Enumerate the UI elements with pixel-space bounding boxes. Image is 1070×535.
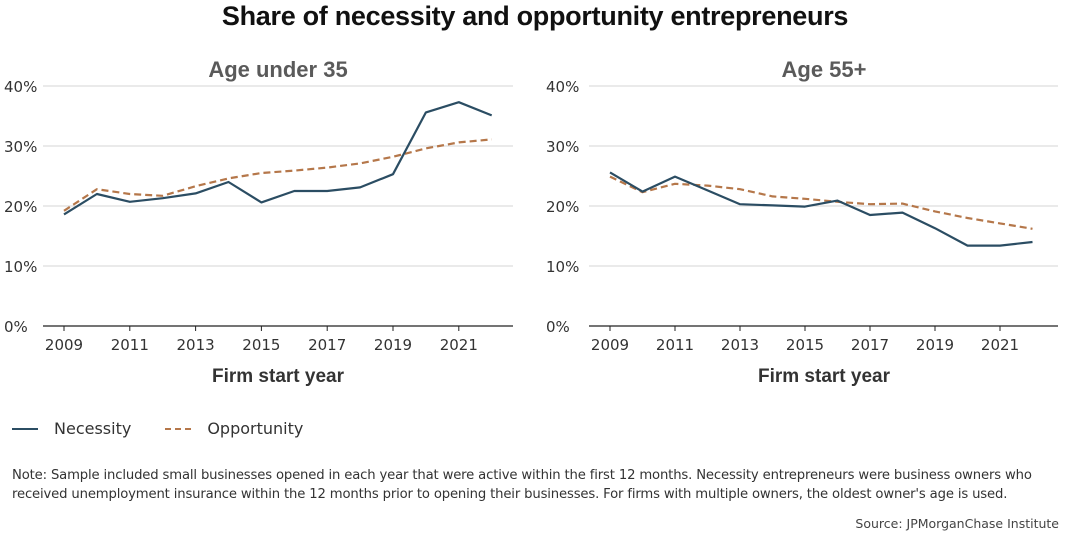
- y-tick-label: 0%: [4, 318, 28, 336]
- x-tick-label: 2011: [656, 336, 694, 354]
- chart-title: Share of necessity and opportunity entre…: [221, 1, 849, 31]
- panel-title: Age 55+: [782, 57, 867, 82]
- x-tick-label: 2019: [374, 336, 412, 354]
- x-tick-label: 2021: [440, 336, 478, 354]
- y-tick-label: 10%: [4, 258, 37, 276]
- panel-title: Age under 35: [208, 57, 347, 82]
- x-axis-label: Firm start year: [212, 366, 345, 387]
- series-line-necessity: [609, 171, 1033, 247]
- y-tick-label: 30%: [546, 138, 579, 156]
- y-tick-label: 40%: [546, 78, 579, 96]
- x-tick-label: 2013: [721, 336, 759, 354]
- y-tick-label: 0%: [546, 318, 570, 336]
- legend-item-necessity: Necessity: [12, 419, 131, 438]
- source-credit: Source: JPMorganChase Institute: [855, 516, 1059, 531]
- footnote: Note: Sample included small businesses o…: [12, 468, 1032, 502]
- legend-swatch-opportunity: [165, 427, 192, 430]
- x-axis-label: Firm start year: [758, 366, 891, 387]
- x-tick-label: 2017: [308, 336, 346, 354]
- legend-label-necessity: Necessity: [54, 419, 132, 438]
- x-tick-label: 2017: [851, 336, 889, 354]
- x-tick-label: 2009: [45, 336, 83, 354]
- series-line-necessity: [63, 101, 493, 216]
- panel-age-under-35: Age under 35 0% 10% 20% 30% 40% 2009 2011 2013 20…: [4, 57, 513, 387]
- panel-age-55-plus: Age 55+ 0% 10% 20% 30% 40% 2009 2011 2013 2015 201…: [546, 57, 1058, 387]
- chart-canvas: Age under 35 0% 10% 20% 30% 40% 2009 2011 2013 20…: [4, 57, 1058, 387]
- y-tick-label: 30%: [4, 138, 37, 156]
- x-tick-label: 2015: [242, 336, 280, 354]
- y-tick-label: 20%: [546, 198, 579, 216]
- x-tick-label: 2011: [111, 336, 149, 354]
- x-tick-label: 2021: [981, 336, 1019, 354]
- legend-swatch-necessity: [12, 427, 38, 430]
- y-tick-label: 40%: [4, 78, 37, 96]
- x-tick-label: 2019: [916, 336, 954, 354]
- legend: Necessity Opportunity: [12, 419, 337, 438]
- y-tick-label: 20%: [4, 198, 37, 216]
- y-tick-label: 10%: [546, 258, 579, 276]
- x-tick-label: 2015: [786, 336, 824, 354]
- legend-label-opportunity: Opportunity: [207, 419, 304, 438]
- x-tick-label: 2009: [591, 336, 629, 354]
- legend-item-opportunity: Opportunity: [165, 419, 303, 438]
- series-line-opportunity: [63, 138, 492, 212]
- x-tick-label: 2013: [177, 336, 215, 354]
